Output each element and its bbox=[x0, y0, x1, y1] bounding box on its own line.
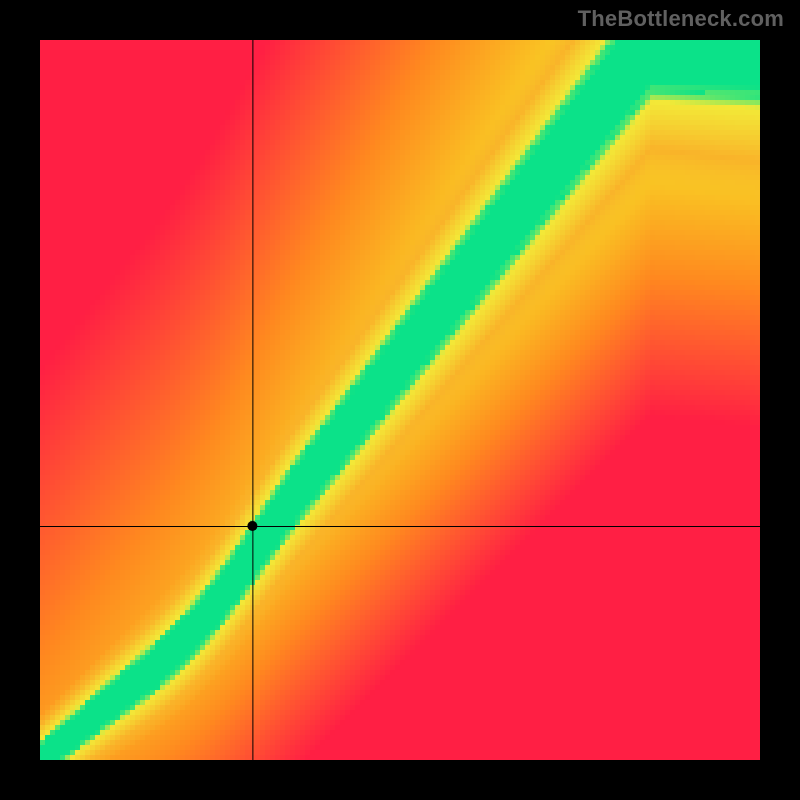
plot-area bbox=[40, 40, 760, 760]
attribution-text: TheBottleneck.com bbox=[578, 6, 784, 32]
chart-container: TheBottleneck.com bbox=[0, 0, 800, 800]
heatmap-canvas bbox=[40, 40, 760, 760]
